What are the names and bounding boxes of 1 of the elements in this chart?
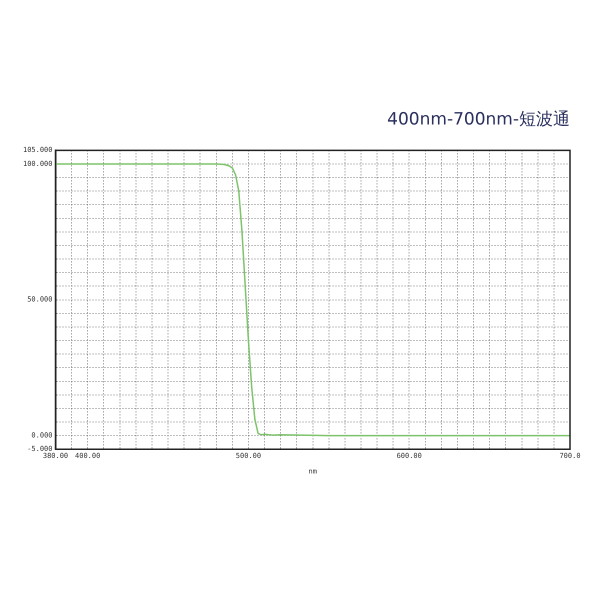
chart-title: 400nm-700nm-短波通 (387, 110, 570, 130)
